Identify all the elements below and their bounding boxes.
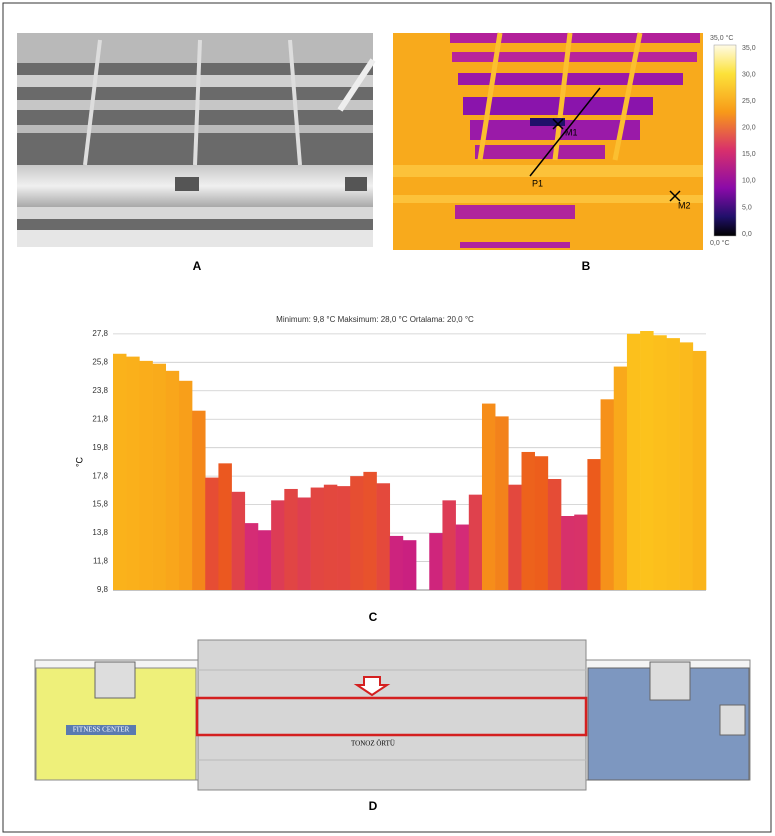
scale-label: 5,0 — [742, 204, 752, 211]
y-tick-label: 21,8 — [92, 414, 108, 423]
panel-label: D — [369, 799, 378, 813]
y-tick-label: 25,8 — [92, 357, 108, 366]
marker-label: M2 — [678, 200, 691, 210]
roof-label: TONOZ ÖRTÜ — [351, 740, 395, 748]
bar — [297, 498, 310, 591]
scale-unit: 0,0 °C — [710, 239, 730, 247]
chart: 9,8 11,8 13,8 15,8 17,8 19,8 21,8 23,8 25,8 27,8 — [92, 329, 706, 594]
bar — [390, 536, 403, 590]
scale-label: 0,0 — [742, 231, 752, 238]
y-tick-label: 17,8 — [92, 471, 108, 480]
panel-label: C — [369, 610, 378, 624]
bar — [337, 486, 350, 590]
marker-label: M1 — [565, 127, 578, 137]
bar — [258, 530, 271, 590]
y-tick-label: 19,8 — [92, 443, 108, 452]
bar — [245, 523, 258, 590]
scale-label: 35,0 — [742, 45, 756, 52]
photo — [17, 33, 373, 247]
room-label: FITNESS CENTER — [73, 726, 130, 734]
bar — [456, 525, 469, 590]
bar — [232, 492, 245, 590]
bar — [271, 500, 284, 590]
bar — [653, 335, 666, 590]
bar — [350, 476, 363, 590]
bar — [693, 351, 706, 590]
bar — [324, 485, 337, 590]
panel-label: B — [582, 259, 591, 273]
marker-label: P1 — [532, 178, 543, 188]
bar — [166, 371, 179, 590]
y-tick-label: 15,8 — [92, 500, 108, 509]
bar — [192, 411, 205, 590]
bar — [482, 404, 495, 590]
bar — [153, 364, 166, 590]
scale-label: 25,0 — [742, 98, 756, 105]
bar — [218, 463, 231, 590]
panel-label: A — [193, 259, 202, 273]
bar — [205, 478, 218, 590]
chart-title: Minimum: 9,8 °C Maksimum: 28,0 °C Ortala… — [276, 315, 474, 324]
scale-label: 30,0 — [742, 71, 756, 78]
bar — [284, 489, 297, 590]
floor-plan — [35, 640, 750, 790]
bar — [614, 367, 627, 590]
bar — [522, 452, 535, 590]
bar — [535, 456, 548, 590]
bar — [587, 459, 600, 590]
bar — [363, 472, 376, 590]
thermal-image — [393, 33, 736, 250]
bar — [627, 334, 640, 590]
bar — [495, 416, 508, 590]
bar — [640, 331, 653, 590]
scale-unit: 35,0 °C — [710, 34, 733, 42]
bar — [179, 381, 192, 590]
bar — [601, 399, 614, 590]
y-tick-label: 23,8 — [92, 386, 108, 395]
scale-label: 20,0 — [742, 125, 756, 132]
bar — [126, 357, 139, 590]
scale-label: 10,0 — [742, 178, 756, 185]
scale-label: 15,0 — [742, 151, 756, 158]
bar — [403, 540, 416, 590]
y-tick-label: 27,8 — [92, 329, 108, 338]
bar — [113, 354, 126, 590]
bar — [139, 361, 152, 590]
bar — [442, 500, 455, 590]
bar — [469, 495, 482, 590]
bar — [574, 515, 587, 590]
bar — [548, 479, 561, 590]
y-axis-label: °C — [74, 456, 84, 467]
y-tick-label: 9,8 — [97, 585, 109, 594]
figure: M1 M2 P1 35,0 °C 0,0 °C A B C D Minimum:… — [0, 0, 775, 836]
bar — [311, 488, 324, 590]
bar — [508, 485, 521, 590]
bar — [561, 516, 574, 590]
y-tick-label: 13,8 — [92, 528, 108, 537]
bar — [377, 483, 390, 590]
y-tick-label: 11,8 — [93, 557, 109, 566]
bar — [666, 338, 679, 590]
bar — [680, 342, 693, 590]
bar — [429, 533, 442, 590]
